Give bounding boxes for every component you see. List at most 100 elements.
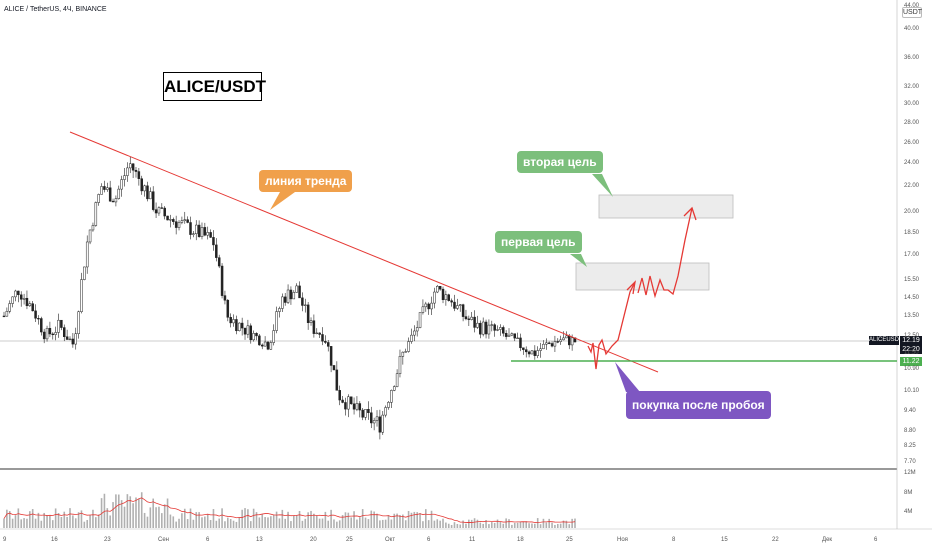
volume-bar: [80, 510, 83, 528]
candle-body: [289, 289, 293, 300]
candle-body: [298, 285, 301, 299]
candle-body: [504, 333, 508, 337]
volume-bar: [545, 522, 548, 528]
first-target-pointer: [570, 254, 587, 267]
volume-bar: [416, 512, 418, 528]
volume-bar: [129, 496, 132, 528]
candle-body: [97, 194, 100, 203]
candle-body: [424, 303, 428, 308]
candle-body: [326, 342, 330, 347]
second-target-label: вторая цель: [517, 151, 603, 173]
volume-bar: [204, 516, 206, 528]
time-tick-label: 6: [874, 537, 878, 543]
volume-bar: [295, 515, 298, 528]
volume-bar: [209, 520, 212, 528]
candle-body: [513, 333, 516, 339]
candles-group: [2, 156, 577, 440]
volume-bar: [562, 520, 565, 528]
volume-bar: [315, 515, 318, 528]
candle-body: [91, 225, 95, 231]
candle-body: [203, 227, 207, 236]
volume-bar: [117, 494, 120, 528]
candle-body: [507, 334, 511, 337]
candle-body: [177, 222, 181, 228]
price-tick-label: 14.50: [904, 295, 920, 301]
second-target-pointer: [592, 174, 613, 197]
time-tick-label: 15: [721, 537, 728, 543]
volume-bar: [347, 512, 350, 528]
volume-bar: [69, 508, 71, 528]
volume-bar: [330, 509, 332, 528]
volume-bar: [525, 521, 528, 528]
volume-bar: [399, 514, 401, 528]
candle-body: [496, 329, 499, 331]
volume-bar: [384, 519, 387, 528]
currency-badge[interactable]: USDT: [902, 7, 923, 18]
volume-bar: [247, 509, 249, 528]
volume-bar: [77, 512, 80, 528]
candle-body: [143, 185, 146, 192]
volume-bar: [255, 512, 258, 528]
buy-after-breakout-label: покупка после пробоя: [626, 391, 771, 419]
candle-body: [329, 346, 333, 366]
candle-body: [22, 297, 26, 300]
volume-bar: [252, 508, 255, 528]
candle-body: [243, 327, 247, 335]
candle-body: [553, 341, 557, 347]
volume-bar: [548, 518, 550, 528]
candle-body: [131, 163, 135, 171]
candle-body: [398, 356, 402, 375]
candle-body: [565, 335, 568, 339]
candle-body: [464, 316, 468, 320]
candle-body: [28, 303, 32, 307]
volume-bar: [183, 508, 186, 528]
candle-body: [461, 304, 465, 317]
volume-bar: [138, 499, 140, 528]
volume-bar: [436, 519, 439, 528]
volume-bar: [258, 517, 261, 528]
candle-body: [352, 403, 356, 410]
candle-body: [123, 175, 126, 180]
volume-bar: [370, 510, 373, 528]
time-tick-label: 22: [772, 537, 779, 543]
candle-body: [126, 167, 129, 176]
candle-body: [324, 340, 327, 343]
candle-body: [370, 412, 373, 424]
volume-bar: [186, 519, 189, 528]
candle-body: [60, 319, 63, 328]
candle-body: [450, 300, 453, 303]
candle-body: [212, 237, 215, 246]
candle-body: [519, 337, 522, 349]
volume-bar: [224, 521, 226, 528]
candle-body: [11, 296, 14, 304]
candle-body: [530, 350, 534, 355]
buy-callout-pointer: [615, 362, 640, 392]
volume-bar: [313, 513, 315, 528]
volume-bar: [74, 518, 77, 528]
candle-body: [14, 290, 17, 298]
candle-body: [157, 207, 161, 214]
trend-line[interactable]: [69, 131, 659, 373]
candle-body: [246, 325, 250, 335]
candle-body: [395, 373, 399, 387]
candle-body: [415, 327, 419, 332]
candle-body: [51, 333, 55, 336]
candle-body: [71, 338, 75, 345]
candle-body: [192, 233, 195, 235]
volume-bar: [189, 508, 192, 528]
candle-body: [186, 219, 189, 223]
last-price-tag: 12.19: [900, 336, 922, 345]
candle-body: [140, 178, 143, 192]
candle-body: [281, 296, 284, 309]
time-tick-label: 8: [672, 537, 676, 543]
volume-bar: [407, 510, 410, 528]
volume-bar: [26, 518, 28, 528]
volume-bar: [479, 522, 482, 528]
candle-body: [568, 335, 571, 346]
volume-bar: [63, 511, 66, 528]
volume-bar: [571, 518, 573, 528]
candle-body: [172, 219, 175, 222]
volume-bar: [534, 523, 536, 528]
time-tick-label: 20: [310, 537, 317, 543]
